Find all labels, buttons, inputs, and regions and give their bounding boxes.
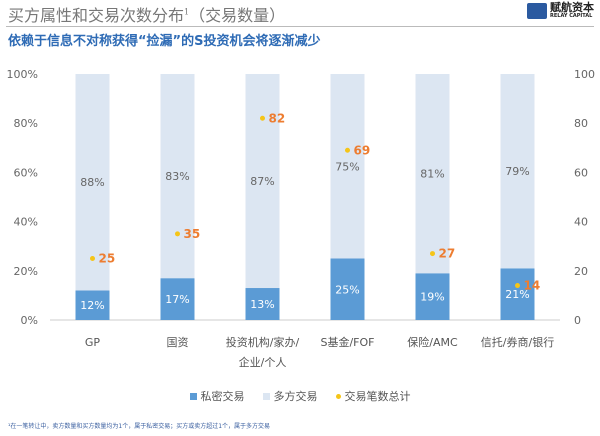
data-label-private: 21% bbox=[505, 288, 529, 301]
data-label-private: 12% bbox=[80, 299, 104, 312]
total-point bbox=[90, 256, 95, 261]
x-tick-label: GP bbox=[85, 336, 101, 349]
total-point bbox=[260, 115, 265, 121]
bar-private bbox=[245, 288, 280, 320]
y-tick-right: 0 bbox=[574, 314, 581, 327]
bar-private bbox=[415, 273, 450, 320]
legend-swatch bbox=[335, 393, 341, 399]
total-label: 25 bbox=[99, 252, 116, 266]
bar-multi bbox=[330, 74, 365, 259]
total-label: 27 bbox=[439, 247, 456, 261]
logo-cn: 赋航资本 bbox=[550, 1, 594, 14]
data-label-private: 19% bbox=[420, 291, 444, 304]
bar-private bbox=[75, 290, 110, 320]
y-tick-left: 80% bbox=[14, 117, 38, 130]
title-suffix: （交易数量） bbox=[189, 6, 286, 25]
logo-icon bbox=[527, 2, 547, 19]
legend: 私密交易 多方交易 交易笔数总计 bbox=[0, 388, 600, 404]
subtitle: 依赖于信息不对称获得“捡漏”的S投资机会将逐渐减少 bbox=[8, 34, 321, 49]
y-tick-left: 20% bbox=[14, 265, 38, 278]
legend-swatch bbox=[262, 392, 270, 400]
total-label: 82 bbox=[269, 111, 286, 125]
x-tick-label: 投资机构/家办/ bbox=[226, 335, 300, 349]
total-point bbox=[515, 283, 520, 289]
data-label-multi: 81% bbox=[420, 168, 444, 181]
bar-multi bbox=[415, 74, 450, 274]
data-label-private: 25% bbox=[335, 283, 359, 296]
total-point bbox=[345, 147, 350, 153]
data-label-multi: 79% bbox=[505, 165, 529, 178]
total-label: 14 bbox=[524, 279, 541, 293]
bar-multi bbox=[160, 74, 195, 279]
legend-label: 多方交易 bbox=[273, 390, 318, 403]
legend-item-private: 私密交易 bbox=[189, 388, 245, 404]
x-tick-label: 信托/券商/银行 bbox=[481, 335, 554, 349]
data-label-multi: 88% bbox=[80, 176, 104, 189]
data-label-multi: 87% bbox=[250, 175, 274, 188]
legend-swatch bbox=[189, 392, 197, 400]
total-label: 35 bbox=[184, 227, 201, 241]
footnote: ¹在一笔转让中，卖方数量和买方数量均为1个，属于私密交易；买方或卖方超过1个，属… bbox=[8, 423, 271, 430]
y-tick-left: 40% bbox=[14, 216, 38, 229]
y-tick-right: 80 bbox=[574, 117, 588, 130]
data-label-private: 17% bbox=[165, 293, 189, 306]
legend-item-total: 交易笔数总计 bbox=[335, 388, 411, 404]
data-label-private: 13% bbox=[250, 298, 274, 311]
y-tick-left: 0% bbox=[21, 314, 38, 327]
legend-label: 交易笔数总计 bbox=[344, 390, 411, 403]
bar-multi bbox=[75, 74, 110, 291]
title-footnote-mark: 1 bbox=[184, 7, 190, 17]
total-label: 69 bbox=[354, 143, 371, 157]
bar-private bbox=[500, 268, 535, 320]
title-text: 买方属性和交易次数分布 bbox=[8, 6, 185, 25]
total-point bbox=[175, 231, 180, 237]
total-point bbox=[430, 251, 435, 257]
y-tick-right: 40 bbox=[574, 216, 588, 229]
divider bbox=[6, 26, 594, 27]
legend-item-multi: 多方交易 bbox=[262, 388, 318, 404]
x-tick-label: 保险/AMC bbox=[407, 335, 458, 349]
x-tick-label: 国资 bbox=[167, 336, 189, 349]
bar-multi bbox=[245, 74, 280, 289]
legend-label: 私密交易 bbox=[200, 390, 245, 403]
logo: 赋航资本 RELAY CAPITAL bbox=[527, 2, 594, 19]
x-tick-label: S基金/FOF bbox=[320, 335, 374, 349]
y-tick-right: 100 bbox=[574, 68, 595, 81]
y-tick-right: 20 bbox=[574, 265, 588, 278]
page-title: 买方属性和交易次数分布1（交易数量） bbox=[8, 2, 285, 26]
data-label-multi: 83% bbox=[165, 170, 189, 183]
logo-en: RELAY CAPITAL bbox=[550, 13, 593, 19]
bar-private bbox=[160, 278, 195, 320]
y-tick-left: 60% bbox=[14, 166, 38, 179]
y-tick-right: 60 bbox=[574, 166, 588, 179]
bar-multi bbox=[500, 74, 535, 269]
y-tick-left: 100% bbox=[7, 68, 38, 81]
x-tick-label: 企业/个人 bbox=[239, 355, 287, 369]
bar-private bbox=[330, 258, 365, 320]
data-label-multi: 75% bbox=[335, 160, 359, 173]
